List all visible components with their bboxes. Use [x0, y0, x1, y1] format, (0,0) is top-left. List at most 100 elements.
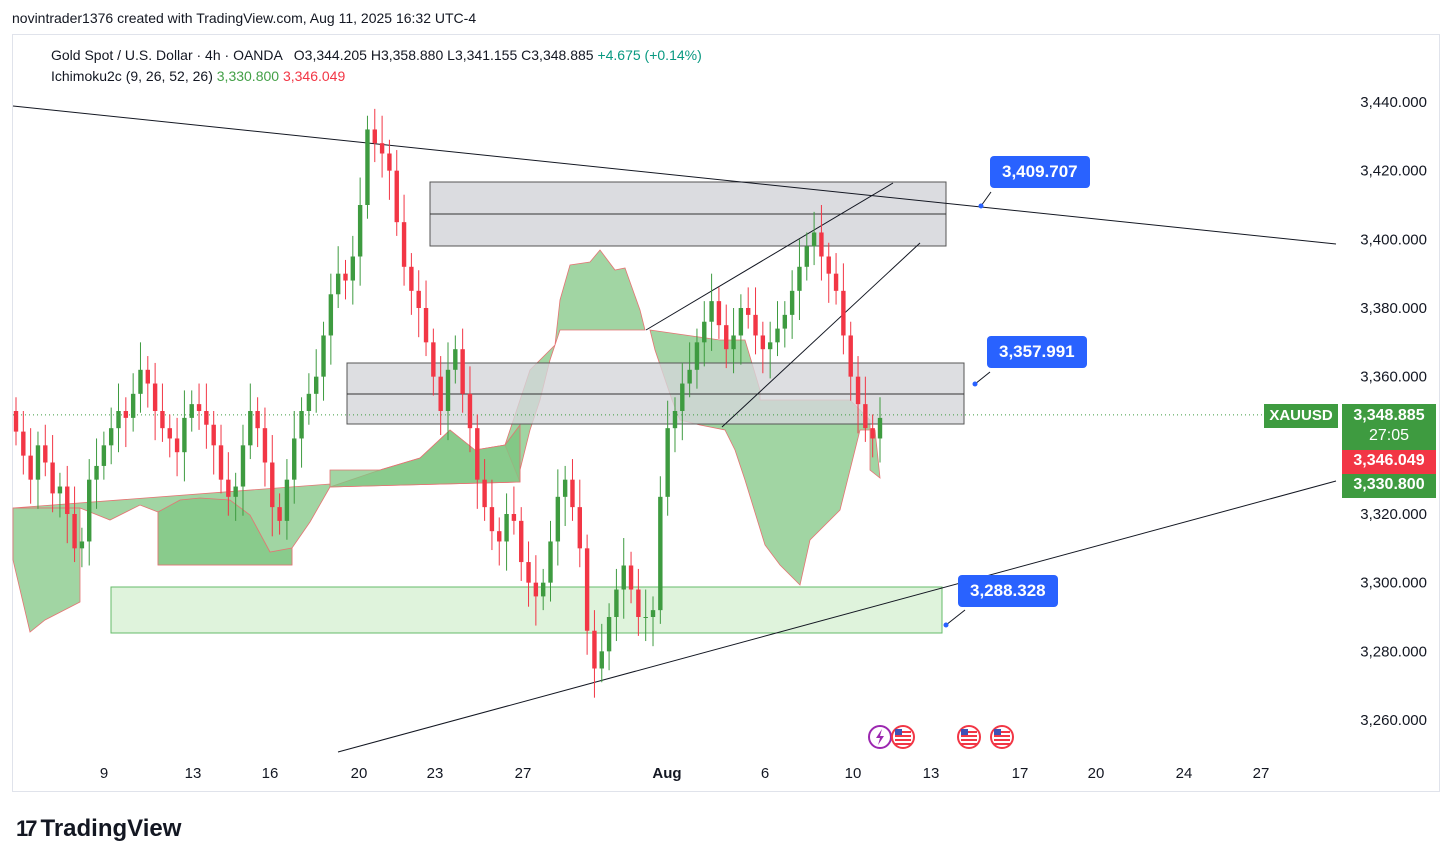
candle-body	[877, 417, 883, 439]
candle-body	[145, 369, 150, 384]
candle-body	[72, 514, 77, 549]
legend-indicator[interactable]: Ichimoku2c (9, 26, 52, 26)	[51, 68, 213, 84]
candle-body	[614, 589, 619, 617]
candle-body	[423, 308, 429, 343]
candle-body	[606, 617, 612, 652]
legend-low: 3,341.155	[454, 47, 518, 63]
candle-body	[211, 424, 216, 446]
candle-body	[797, 266, 802, 291]
flag-canton	[961, 729, 968, 735]
flag-stripe	[994, 743, 1010, 745]
callout-anchor	[978, 203, 984, 209]
candle-body	[497, 531, 502, 542]
candle-body	[372, 129, 377, 144]
x-tick-label: 20	[1088, 765, 1105, 782]
callout-pointer-support	[945, 609, 966, 626]
y-tick-label: 3,380.000	[1360, 300, 1427, 317]
callout-resistance[interactable]: 3,409.707	[990, 156, 1090, 188]
candle-body	[482, 479, 487, 508]
candle-body	[387, 153, 392, 171]
brand-name: TradingView	[40, 815, 182, 842]
tv-logo-icon: 17	[16, 816, 38, 841]
candle-body	[731, 335, 736, 350]
callout-mid[interactable]: 3,357.991	[987, 336, 1087, 368]
y-tick-label: 3,440.000	[1360, 94, 1427, 111]
candle-body	[702, 321, 707, 343]
candle-body	[196, 404, 202, 411]
legend-ohlc-row: Gold Spot / U.S. Dollar · 4h · OANDA O3,…	[51, 45, 702, 66]
candle-body	[753, 314, 758, 336]
flag-stripe	[895, 735, 911, 737]
candle-body	[841, 290, 846, 336]
callout-pointer-resistance	[980, 191, 992, 207]
candle-body	[328, 294, 334, 336]
flag-stripe	[895, 731, 911, 733]
candle-body	[284, 479, 290, 521]
callout-support[interactable]: 3,288.328	[958, 575, 1058, 607]
candle-body	[160, 411, 165, 429]
candle-body	[643, 617, 648, 618]
x-tick-label: 6	[761, 765, 769, 782]
candle-body	[855, 376, 861, 405]
lightning-glyph	[876, 729, 884, 745]
candle-body	[716, 301, 722, 326]
candle-body	[262, 428, 268, 463]
candle-body	[394, 170, 399, 223]
candle-body	[562, 479, 568, 497]
candle-body	[218, 445, 224, 480]
candle-body	[416, 290, 421, 308]
candle-body	[621, 565, 626, 590]
callout-pointer-mid	[974, 371, 991, 385]
x-tick-label: 13	[185, 765, 202, 782]
legend-close: 3,348.885	[531, 47, 594, 63]
candle-body	[189, 404, 194, 418]
candle-body	[108, 428, 114, 446]
candle-body	[13, 411, 19, 432]
candle-body	[431, 342, 436, 377]
candle-body	[826, 256, 831, 274]
symbol-price-tag: XAUUSD	[1264, 404, 1338, 428]
candle-body	[233, 486, 238, 497]
y-tick-label: 3,400.000	[1360, 231, 1427, 248]
candle-body	[599, 651, 604, 669]
candle-body	[665, 428, 670, 497]
candle-body	[760, 335, 766, 350]
candlesticks	[13, 108, 883, 698]
tradingview-logo[interactable]: 17 TradingView	[16, 815, 181, 843]
candle-body	[453, 349, 458, 370]
candle-body	[270, 462, 275, 508]
candle-body	[687, 369, 692, 384]
candle-body	[255, 411, 260, 429]
legend-low-label: L	[447, 47, 455, 63]
channel-upper-line	[645, 182, 894, 331]
candle-body	[489, 507, 495, 532]
candle-body	[65, 486, 70, 514]
candle-body	[819, 232, 824, 257]
candle-body	[570, 479, 575, 508]
flag-stripe	[961, 735, 977, 737]
candle-body	[658, 496, 663, 611]
candle-body	[321, 335, 326, 377]
candle-body	[365, 129, 370, 205]
candle-body	[248, 411, 253, 446]
candle-body	[577, 507, 582, 549]
candle-body	[694, 342, 700, 370]
candle-body	[504, 514, 509, 542]
candle-body	[138, 369, 143, 394]
legend-high-label: H	[370, 47, 381, 63]
candle-body	[57, 486, 63, 494]
candle-body	[401, 222, 407, 267]
candle-body	[240, 445, 246, 487]
candle-body	[314, 376, 319, 394]
candle-body	[680, 383, 685, 411]
span-b-price-tag: 3,346.049	[1342, 450, 1436, 474]
y-tick-label: 3,360.000	[1360, 369, 1427, 386]
flag-stripe	[961, 731, 977, 733]
candle-body	[709, 301, 714, 322]
legend-open-label: O	[293, 47, 305, 63]
callout-anchor	[972, 381, 978, 387]
candle-body	[511, 514, 517, 521]
bar-countdown: 27:05	[1368, 427, 1410, 444]
candle-body	[35, 445, 41, 480]
